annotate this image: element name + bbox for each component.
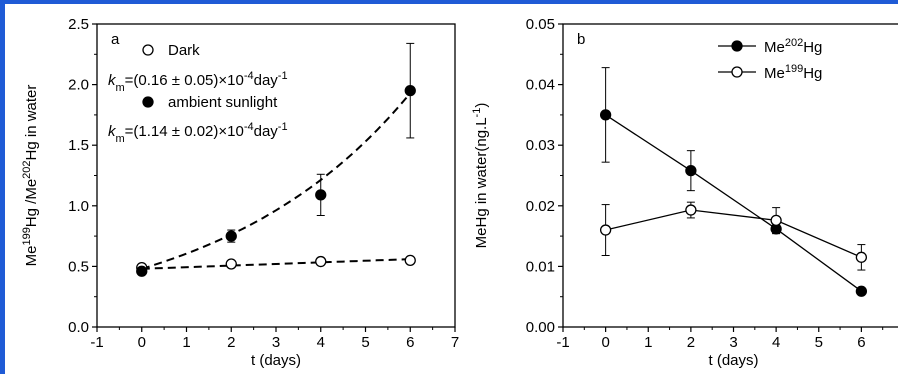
panel-b: -1 0 1 2 3 4 5 6 0.00 0.01 0.02 0.03 0.04 0.05 t (days… [471, 16, 898, 369]
y-tick-label: 0.0 [68, 319, 89, 336]
y-tick-label: 2.5 [68, 16, 89, 33]
x-tick-label: 7 [451, 334, 459, 351]
x-tick-label: 3 [272, 334, 280, 351]
data-point-open [770, 214, 782, 226]
y-tick-label: 1.5 [68, 137, 89, 154]
data-point-filled [315, 189, 327, 201]
series-line-1 [605, 209, 862, 258]
y-tick-label: 2.0 [68, 77, 89, 94]
series-line-0 [605, 114, 862, 292]
x-axis-label: t (days) [708, 352, 758, 369]
frame-border-left [0, 0, 5, 374]
data-point-open [855, 251, 868, 263]
y-tick-label: 0.01 [526, 258, 555, 275]
legend-marker-me199 [731, 66, 743, 78]
data-point-filled [404, 85, 416, 97]
x-tick-label: 4 [772, 334, 780, 351]
data-point-open [225, 258, 237, 270]
x-tick-label: 3 [729, 334, 737, 351]
y-tick-label: 0.03 [526, 137, 555, 154]
legend-label-me199: Me199Hg [764, 63, 822, 82]
y-tick-label: 0.02 [526, 198, 555, 215]
x-tick-label: 5 [815, 334, 823, 351]
data-point-open [404, 254, 416, 266]
fit-curve-1 [141, 92, 412, 270]
x-axis-label: t (days) [251, 352, 301, 369]
panel-letter: a [111, 31, 120, 48]
x-tick-label: 1 [644, 334, 652, 351]
legend: Me202Hg Me199Hg [718, 37, 822, 82]
data-point-filled [136, 265, 148, 277]
x-tick-label: 5 [361, 334, 369, 351]
x-tick-label: 0 [601, 334, 609, 351]
frame-border-top [0, 0, 898, 4]
y-axis-label: Me199Hg /Me202Hg in water [21, 85, 40, 267]
y-tick-label: 1.0 [68, 198, 89, 215]
data-point-filled [599, 109, 612, 121]
data-point-open [315, 255, 327, 268]
panel-letter: b [577, 31, 585, 48]
legend-rate-dark: km=(0.16 ± 0.05)×10-4day-1 [108, 70, 288, 94]
y-tick-label: 0.00 [526, 319, 555, 336]
x-tick-label: -1 [90, 334, 103, 351]
y-axis-label: MeHg in water(ng.L-1) [471, 103, 490, 249]
data-point-filled [685, 165, 697, 177]
x-tick-label: 6 [406, 334, 414, 351]
y-tick-label: 0.5 [68, 258, 89, 275]
x-tick-label: -1 [556, 334, 569, 351]
data-point-open [685, 204, 697, 216]
legend-marker-sunlight [142, 96, 154, 108]
data-point-open [599, 224, 612, 236]
plot-frame [96, 23, 456, 328]
legend-marker-me202 [731, 40, 743, 52]
x-tick-label: 0 [138, 334, 146, 351]
x-tick-label: 2 [687, 334, 695, 351]
legend-marker-dark [142, 44, 154, 56]
y-tick-label: 0.05 [526, 16, 555, 33]
legend-label-dark: Dark [168, 42, 200, 59]
x-tick-label: 2 [227, 334, 235, 351]
x-tick-label: 4 [317, 334, 325, 351]
legend-label-me202: Me202Hg [764, 37, 822, 56]
legend-label-sunlight: ambient sunlight [168, 94, 278, 111]
y-tick-label: 0.04 [526, 77, 555, 94]
x-tick-label: 1 [182, 334, 190, 351]
x-tick-label: 6 [857, 334, 865, 351]
panel-a: -1 0 1 2 3 4 5 6 7 0.0 0.5 1.0 1.5 2.0 2.5 t (days) a Me1… [21, 16, 459, 369]
legend-rate-sunlight: km=(1.14 ± 0.02)×10-4day-1 [108, 121, 288, 145]
data-point-filled [225, 230, 237, 242]
data-point-filled [855, 285, 868, 297]
fit-curve-0 [141, 258, 411, 270]
